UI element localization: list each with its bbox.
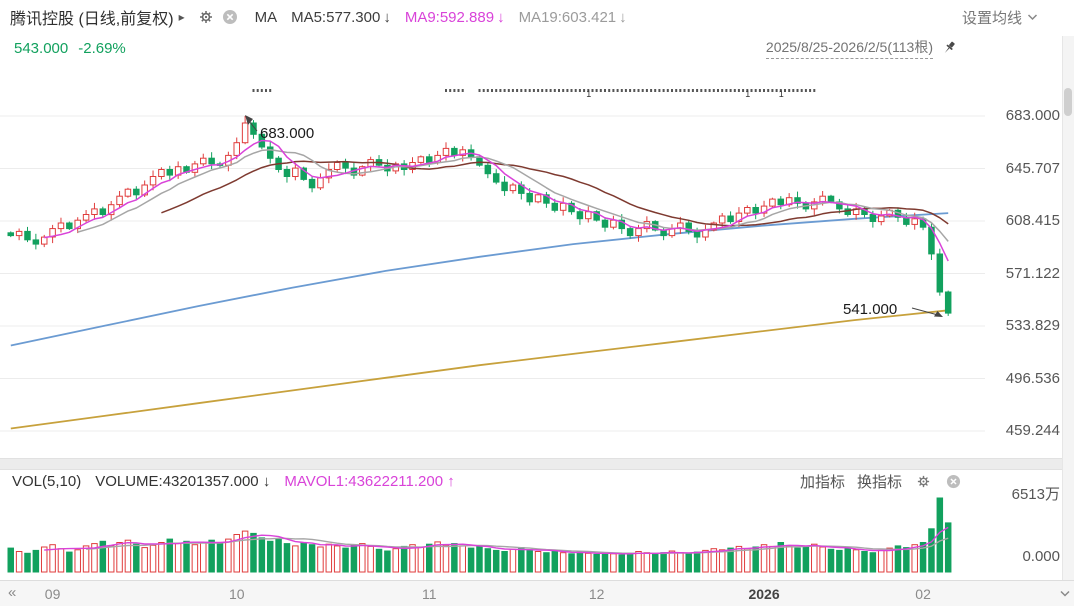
long-ma-gold-line	[10, 309, 949, 430]
price-chart[interactable]: 1 1 1 683.000 541.000	[0, 64, 990, 458]
price-axis-label: 608.415	[1005, 211, 1060, 229]
mavol-readout: MAVOL1:43622211.200 ↑	[284, 472, 455, 490]
ma5-readout: MA5:577.300 ↓	[291, 8, 391, 26]
ma19-readout: MA19:603.421 ↓	[518, 8, 627, 26]
ma9-arrow-icon: ↓	[497, 8, 505, 26]
last-price: 543.000	[14, 39, 69, 57]
collapse-corner-button[interactable]	[1056, 583, 1074, 603]
ma9-line	[77, 149, 949, 242]
vol-indicator-label[interactable]: VOL(5,10)	[12, 472, 82, 490]
volume-toolbar: 加指标 换指标	[800, 470, 962, 492]
time-axis-label: 11	[421, 586, 437, 602]
pane-divider[interactable]	[0, 458, 1074, 470]
volume-chart[interactable]	[0, 492, 990, 578]
vol-settings-gear-icon[interactable]	[914, 472, 932, 490]
svg-text:1: 1	[586, 89, 591, 99]
volume-readout: VOLUME:43201357.000 ↓	[95, 472, 271, 490]
price-axis-label: 496.536	[1005, 369, 1060, 387]
time-axis-label: 2026	[748, 586, 780, 602]
price-axis-label: 571.122	[1005, 264, 1060, 282]
ma-settings-gear-icon[interactable]	[197, 8, 215, 26]
svg-text:1: 1	[745, 89, 750, 99]
price-axis-label: 645.707	[1005, 159, 1060, 177]
ma5-line	[44, 139, 949, 262]
expand-caret-icon[interactable]: ▸	[178, 10, 185, 24]
price-gridlines	[0, 115, 985, 432]
pin-icon[interactable]	[940, 39, 958, 57]
vol-close-icon[interactable]	[944, 472, 962, 490]
price-axis-label: 533.829	[1005, 317, 1060, 334]
right-scrollbar[interactable]	[1062, 36, 1074, 580]
mavol-arrow-icon: ↑	[447, 472, 455, 490]
ma5-arrow-icon: ↓	[383, 8, 391, 26]
volume-axis-label: 6513万	[1011, 486, 1060, 503]
quote-row: 543.000 -2.69% 2025/8/25-2026/2/5(113根)	[0, 34, 1074, 62]
chevron-down-icon	[1060, 590, 1070, 597]
low-annotation: 541.000	[843, 301, 897, 318]
date-range[interactable]: 2025/8/25-2026/2/5(113根)	[765, 37, 933, 59]
ma-group-label: MA	[254, 8, 278, 26]
symbol-title[interactable]: 腾讯控股 (日线,前复权)	[10, 11, 174, 28]
time-axis-label: 12	[588, 586, 605, 602]
rewind-button[interactable]: «	[8, 584, 17, 601]
price-axis-label: 459.244	[1005, 422, 1060, 439]
ma-close-icon[interactable]	[221, 8, 239, 26]
add-indicator-button[interactable]: 加指标	[799, 473, 845, 491]
volume-arrow-icon: ↓	[262, 472, 271, 490]
price-change: -2.69%	[78, 39, 126, 57]
high-annotation: 683.000	[260, 125, 314, 142]
chevron-down-icon	[1027, 14, 1038, 21]
svg-text:1: 1	[779, 89, 784, 99]
ma19-arrow-icon: ↓	[619, 8, 627, 26]
time-axis-label: 09	[44, 586, 61, 602]
ma-settings-button[interactable]: 设置均线	[962, 0, 1038, 34]
time-axis-label: 02	[915, 586, 931, 602]
price-annotations: 683.000 541.000	[245, 115, 943, 318]
long-ma-blue-line	[10, 212, 949, 347]
switch-indicator-button[interactable]: 换指标	[856, 473, 902, 491]
time-axis-label: 10	[228, 586, 245, 602]
chart-header: 腾讯控股 (日线,前复权) ▸ MA MA5:577.300 ↓ MA9:592.…	[0, 0, 1074, 34]
volume-axis-label: 0.000	[1022, 548, 1060, 565]
ma9-readout: MA9:592.889 ↓	[404, 8, 505, 26]
time-axis: « 09 10 11 12 2026 02	[0, 580, 1074, 606]
volume-header: VOL(5,10) VOLUME:43201357.000 ↓ MAVOL1:4…	[0, 470, 1074, 492]
scrollbar-thumb[interactable]	[1064, 88, 1072, 116]
candles-layer	[7, 116, 952, 316]
event-markers: 1 1 1	[252, 89, 816, 99]
price-axis-label: 683.000	[1005, 107, 1060, 124]
volume-bars	[7, 497, 952, 573]
mavol5-line	[44, 526, 949, 555]
